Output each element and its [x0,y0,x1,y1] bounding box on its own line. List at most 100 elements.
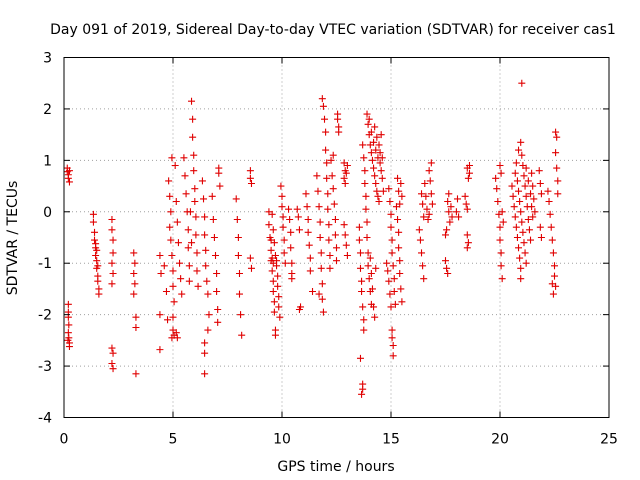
data-point [188,97,196,105]
data-point [508,182,516,190]
data-point [521,249,529,257]
data-point [342,169,350,177]
data-point [233,216,241,223]
data-point [492,174,500,182]
data-point [383,259,391,267]
data-point [108,280,116,288]
data-point [267,246,275,254]
x-axis-label: GPS time / hours [277,459,394,475]
data-point [547,223,555,231]
data-point [237,311,245,319]
y-axis-label: SDTVAR / TECUs [5,181,21,296]
data-point [522,259,530,267]
data-point [288,275,296,283]
data-point [426,177,434,185]
data-point [551,272,558,280]
data-point [395,244,403,252]
data-point [415,226,423,234]
data-point [427,159,435,167]
data-point [370,138,378,146]
data-point [318,295,326,303]
data-point [395,187,403,195]
data-point [201,349,209,357]
data-point [398,298,406,306]
data-point [377,131,385,139]
data-point [156,346,164,354]
data-point [317,264,325,272]
data-point [91,236,99,244]
data-point [268,267,276,275]
data-point [205,311,213,319]
data-point [465,169,473,177]
data-point [444,270,452,277]
data-point [109,365,117,373]
data-point [214,306,222,313]
data-point [528,203,536,211]
data-point [553,133,561,141]
data-point [363,218,371,226]
data-point [521,182,529,190]
data-point [397,180,405,187]
data-point [355,223,363,231]
data-point [130,290,138,298]
data-point [443,264,451,272]
data-point [497,262,505,270]
data-point [276,313,284,321]
data-point [309,288,317,295]
data-point [416,236,424,244]
data-point [275,293,283,301]
data-point [386,198,394,205]
data-point [173,334,181,342]
data-point [358,288,366,295]
data-point [341,180,349,187]
data-point [388,326,396,334]
data-point [340,221,348,229]
data-point [528,169,536,177]
data-point [288,259,296,267]
data-point [517,208,525,216]
data-point [529,213,537,221]
data-point [246,167,254,175]
data-point [277,182,285,190]
plot-frame [63,57,610,418]
data-point [174,239,182,247]
data-point [317,249,325,257]
data-point [497,249,505,257]
data-point [398,192,406,200]
data-point [364,120,372,128]
y-tick-label: -3 [38,359,52,375]
data-point [361,167,369,175]
axis-ticks: 0 5 10 15 20 25 -4 -3 -2 -1 0 1 2 3 [38,51,618,448]
data-point [530,195,538,203]
data-point [537,234,545,241]
data-point [359,141,367,149]
data-point [94,262,102,270]
data-point [108,360,116,367]
data-point [462,200,470,208]
data-point [370,164,378,172]
data-point [160,262,168,270]
data-series-sdtvar [63,79,562,398]
data-point [93,257,101,265]
data-point [442,257,449,265]
data-point [397,285,405,293]
data-point [518,79,526,87]
data-point [132,313,140,321]
data-point [287,244,295,252]
data-point [326,264,334,272]
data-point [178,290,186,298]
data-point [360,316,368,324]
data-point [361,180,369,187]
x-tick-label: 10 [273,432,291,448]
data-point [446,218,454,226]
data-point [377,167,385,175]
data-point [511,169,519,177]
data-point [463,231,471,239]
data-point [157,270,165,277]
data-point [156,311,164,319]
data-point [89,218,97,226]
data-point [156,252,164,259]
data-point [465,162,473,169]
data-point [498,275,506,283]
data-point [214,318,222,326]
